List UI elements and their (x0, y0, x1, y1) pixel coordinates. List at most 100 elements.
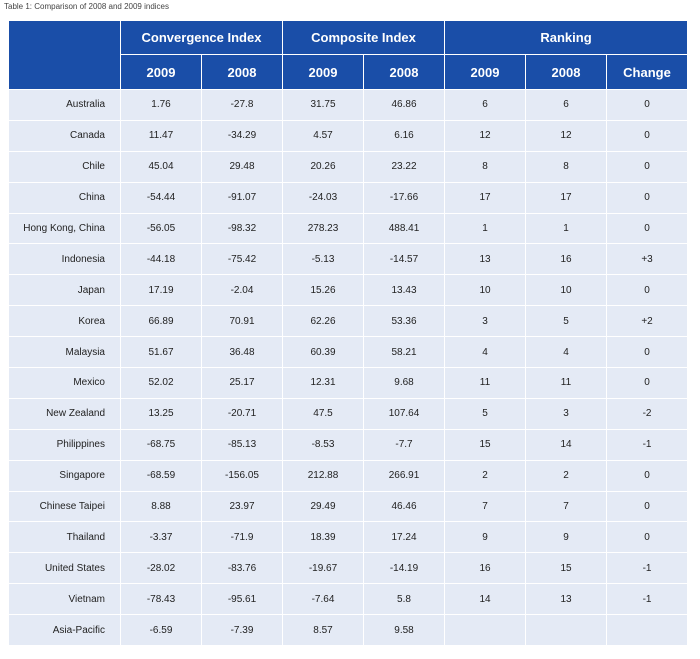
composite-2008-cell: 9.58 (363, 614, 445, 647)
ranking-2008-cell: 10 (525, 274, 607, 307)
ranking-2008-cell: 12 (525, 119, 607, 152)
composite-2009-cell: 4.57 (282, 119, 364, 152)
composite-2008-cell: 17.24 (363, 521, 445, 554)
composite-2008-cell: 58.21 (363, 336, 445, 369)
convergence-2009-cell: -54.44 (120, 181, 202, 214)
ranking-2009-cell: 14 (444, 583, 526, 616)
ranking-change-cell: +2 (605, 305, 689, 338)
ranking-change-cell: -1 (605, 428, 689, 461)
ranking-change-cell (605, 614, 689, 647)
country-cell: Malaysia (8, 336, 121, 369)
convergence-2009-cell: -68.59 (120, 459, 202, 492)
convergence-2009-cell: 52.02 (120, 367, 202, 399)
table-row: Australia 1.76 -27.8 31.75 46.86 6 6 0 (8, 89, 689, 121)
table-row: Thailand -3.37 -71.9 18.39 17.24 9 9 0 (8, 521, 689, 554)
corner-header-cell (8, 20, 121, 90)
convergence-2008-cell: -34.29 (201, 119, 283, 152)
table-row: New Zealand 13.25 -20.71 47.5 107.64 5 3 -2 (8, 397, 689, 430)
table-row: Mexico 52.02 25.17 12.31 9.68 11 11 0 (8, 367, 689, 399)
ranking-2008-cell: 9 (525, 521, 607, 554)
composite-2008-cell: 46.46 (363, 490, 445, 523)
ranking-2009-cell: 8 (444, 150, 526, 183)
composite-2009-cell: 18.39 (282, 521, 364, 554)
ranking-change-cell: 0 (605, 274, 689, 307)
composite-2009-cell: -8.53 (282, 428, 364, 461)
convergence-2008-cell: -98.32 (201, 212, 283, 245)
ranking-2008-cell: 7 (525, 490, 607, 523)
ranking-2009-cell: 13 (444, 243, 526, 276)
composite-2009-cell: 47.5 (282, 397, 364, 430)
country-cell: Mexico (8, 367, 121, 399)
table-body: Australia 1.76 -27.8 31.75 46.86 6 6 0 Canada 11.… (8, 89, 689, 647)
convergence-2009-cell: -56.05 (120, 212, 202, 245)
ranking-change-cell: 0 (605, 212, 689, 245)
convergence-2009-cell: -6.59 (120, 614, 202, 647)
convergence-2008-cell: -2.04 (201, 274, 283, 307)
ranking-change-cell: 0 (605, 150, 689, 183)
convergence-2008-cell: 29.48 (201, 150, 283, 183)
composite-2008-cell: -14.19 (363, 552, 445, 585)
convergence-2009-cell: 66.89 (120, 305, 202, 338)
group-header-row: Convergence Index Composite Index Rankin… (8, 20, 689, 90)
ranking-change-cell: 0 (605, 336, 689, 369)
convergence-2008-cell: 70.91 (201, 305, 283, 338)
ranking-2008-cell: 11 (525, 367, 607, 399)
composite-2009-cell: 60.39 (282, 336, 364, 369)
composite-2008-cell: 488.41 (363, 212, 445, 245)
ranking-2009-cell: 15 (444, 428, 526, 461)
table-row: Malaysia 51.67 36.48 60.39 58.21 4 4 0 (8, 336, 689, 369)
ranking-change-cell: 0 (605, 367, 689, 399)
composite-2009-cell: 15.26 (282, 274, 364, 307)
table-row: China -54.44 -91.07 -24.03 -17.66 17 17 0 (8, 181, 689, 214)
composite-2009-cell: -5.13 (282, 243, 364, 276)
ranking-2009-cell: 7 (444, 490, 526, 523)
ranking-2009-cell: 11 (444, 367, 526, 399)
country-cell: Philippines (8, 428, 121, 461)
convergence-2008-header: 2008 (201, 54, 283, 90)
table-row: Chinese Taipei 8.88 23.97 29.49 46.46 7 7 0 (8, 490, 689, 523)
convergence-2008-cell: -85.13 (201, 428, 283, 461)
convergence-2009-cell: 51.67 (120, 336, 202, 369)
composite-2009-cell: 8.57 (282, 614, 364, 647)
composite-2009-cell: 31.75 (282, 89, 364, 121)
table-row: Japan 17.19 -2.04 15.26 13.43 10 10 0 (8, 274, 689, 307)
ranking-2008-cell: 4 (525, 336, 607, 369)
ranking-2009-cell (444, 614, 526, 647)
composite-2008-cell: 23.22 (363, 150, 445, 183)
composite-2008-header: 2008 (363, 54, 445, 90)
table-row: Indonesia -44.18 -75.42 -5.13 -14.57 13 16 +3 (8, 243, 689, 276)
composite-2008-cell: 13.43 (363, 274, 445, 307)
ranking-2009-cell: 9 (444, 521, 526, 554)
ranking-change-cell: 0 (605, 521, 689, 554)
ranking-change-cell: -2 (605, 397, 689, 430)
ranking-2009-cell: 6 (444, 89, 526, 121)
table-row: Korea 66.89 70.91 62.26 53.36 3 5 +2 (8, 305, 689, 338)
ranking-change-header: Change (605, 54, 689, 90)
convergence-2009-cell: -3.37 (120, 521, 202, 554)
table-row: Philippines -68.75 -85.13 -8.53 -7.7 15 14 -1 (8, 428, 689, 461)
ranking-2009-cell: 5 (444, 397, 526, 430)
country-cell: Chile (8, 150, 121, 183)
convergence-2008-cell: -20.71 (201, 397, 283, 430)
convergence-2009-cell: -68.75 (120, 428, 202, 461)
year-header-row: 2009 2008 2009 2008 2009 2008 Change (9, 54, 689, 90)
ranking-change-cell: -1 (605, 552, 689, 585)
composite-2009-cell: -24.03 (282, 181, 364, 214)
ranking-2008-cell: 6 (525, 89, 607, 121)
ranking-2009-cell: 16 (444, 552, 526, 585)
ranking-change-cell: 0 (605, 89, 689, 121)
composite-2008-cell: -14.57 (363, 243, 445, 276)
ranking-2009-cell: 10 (444, 274, 526, 307)
composite-2008-cell: 46.86 (363, 89, 445, 121)
composite-2009-cell: 12.31 (282, 367, 364, 399)
ranking-2008-cell: 14 (525, 428, 607, 461)
country-cell: Thailand (8, 521, 121, 554)
table-row: United States -28.02 -83.76 -19.67 -14.19 16 1… (8, 552, 689, 585)
convergence-2008-cell: -27.8 (201, 89, 283, 121)
ranking-2009-cell: 2 (444, 459, 526, 492)
convergence-2009-cell: -28.02 (120, 552, 202, 585)
composite-2009-cell: -19.67 (282, 552, 364, 585)
convergence-2009-header: 2009 (120, 54, 202, 90)
table-row: Chile 45.04 29.48 20.26 23.22 8 8 0 (8, 150, 689, 183)
table-row: Singapore -68.59 -156.05 212.88 266.91 2 2 0 (8, 459, 689, 492)
